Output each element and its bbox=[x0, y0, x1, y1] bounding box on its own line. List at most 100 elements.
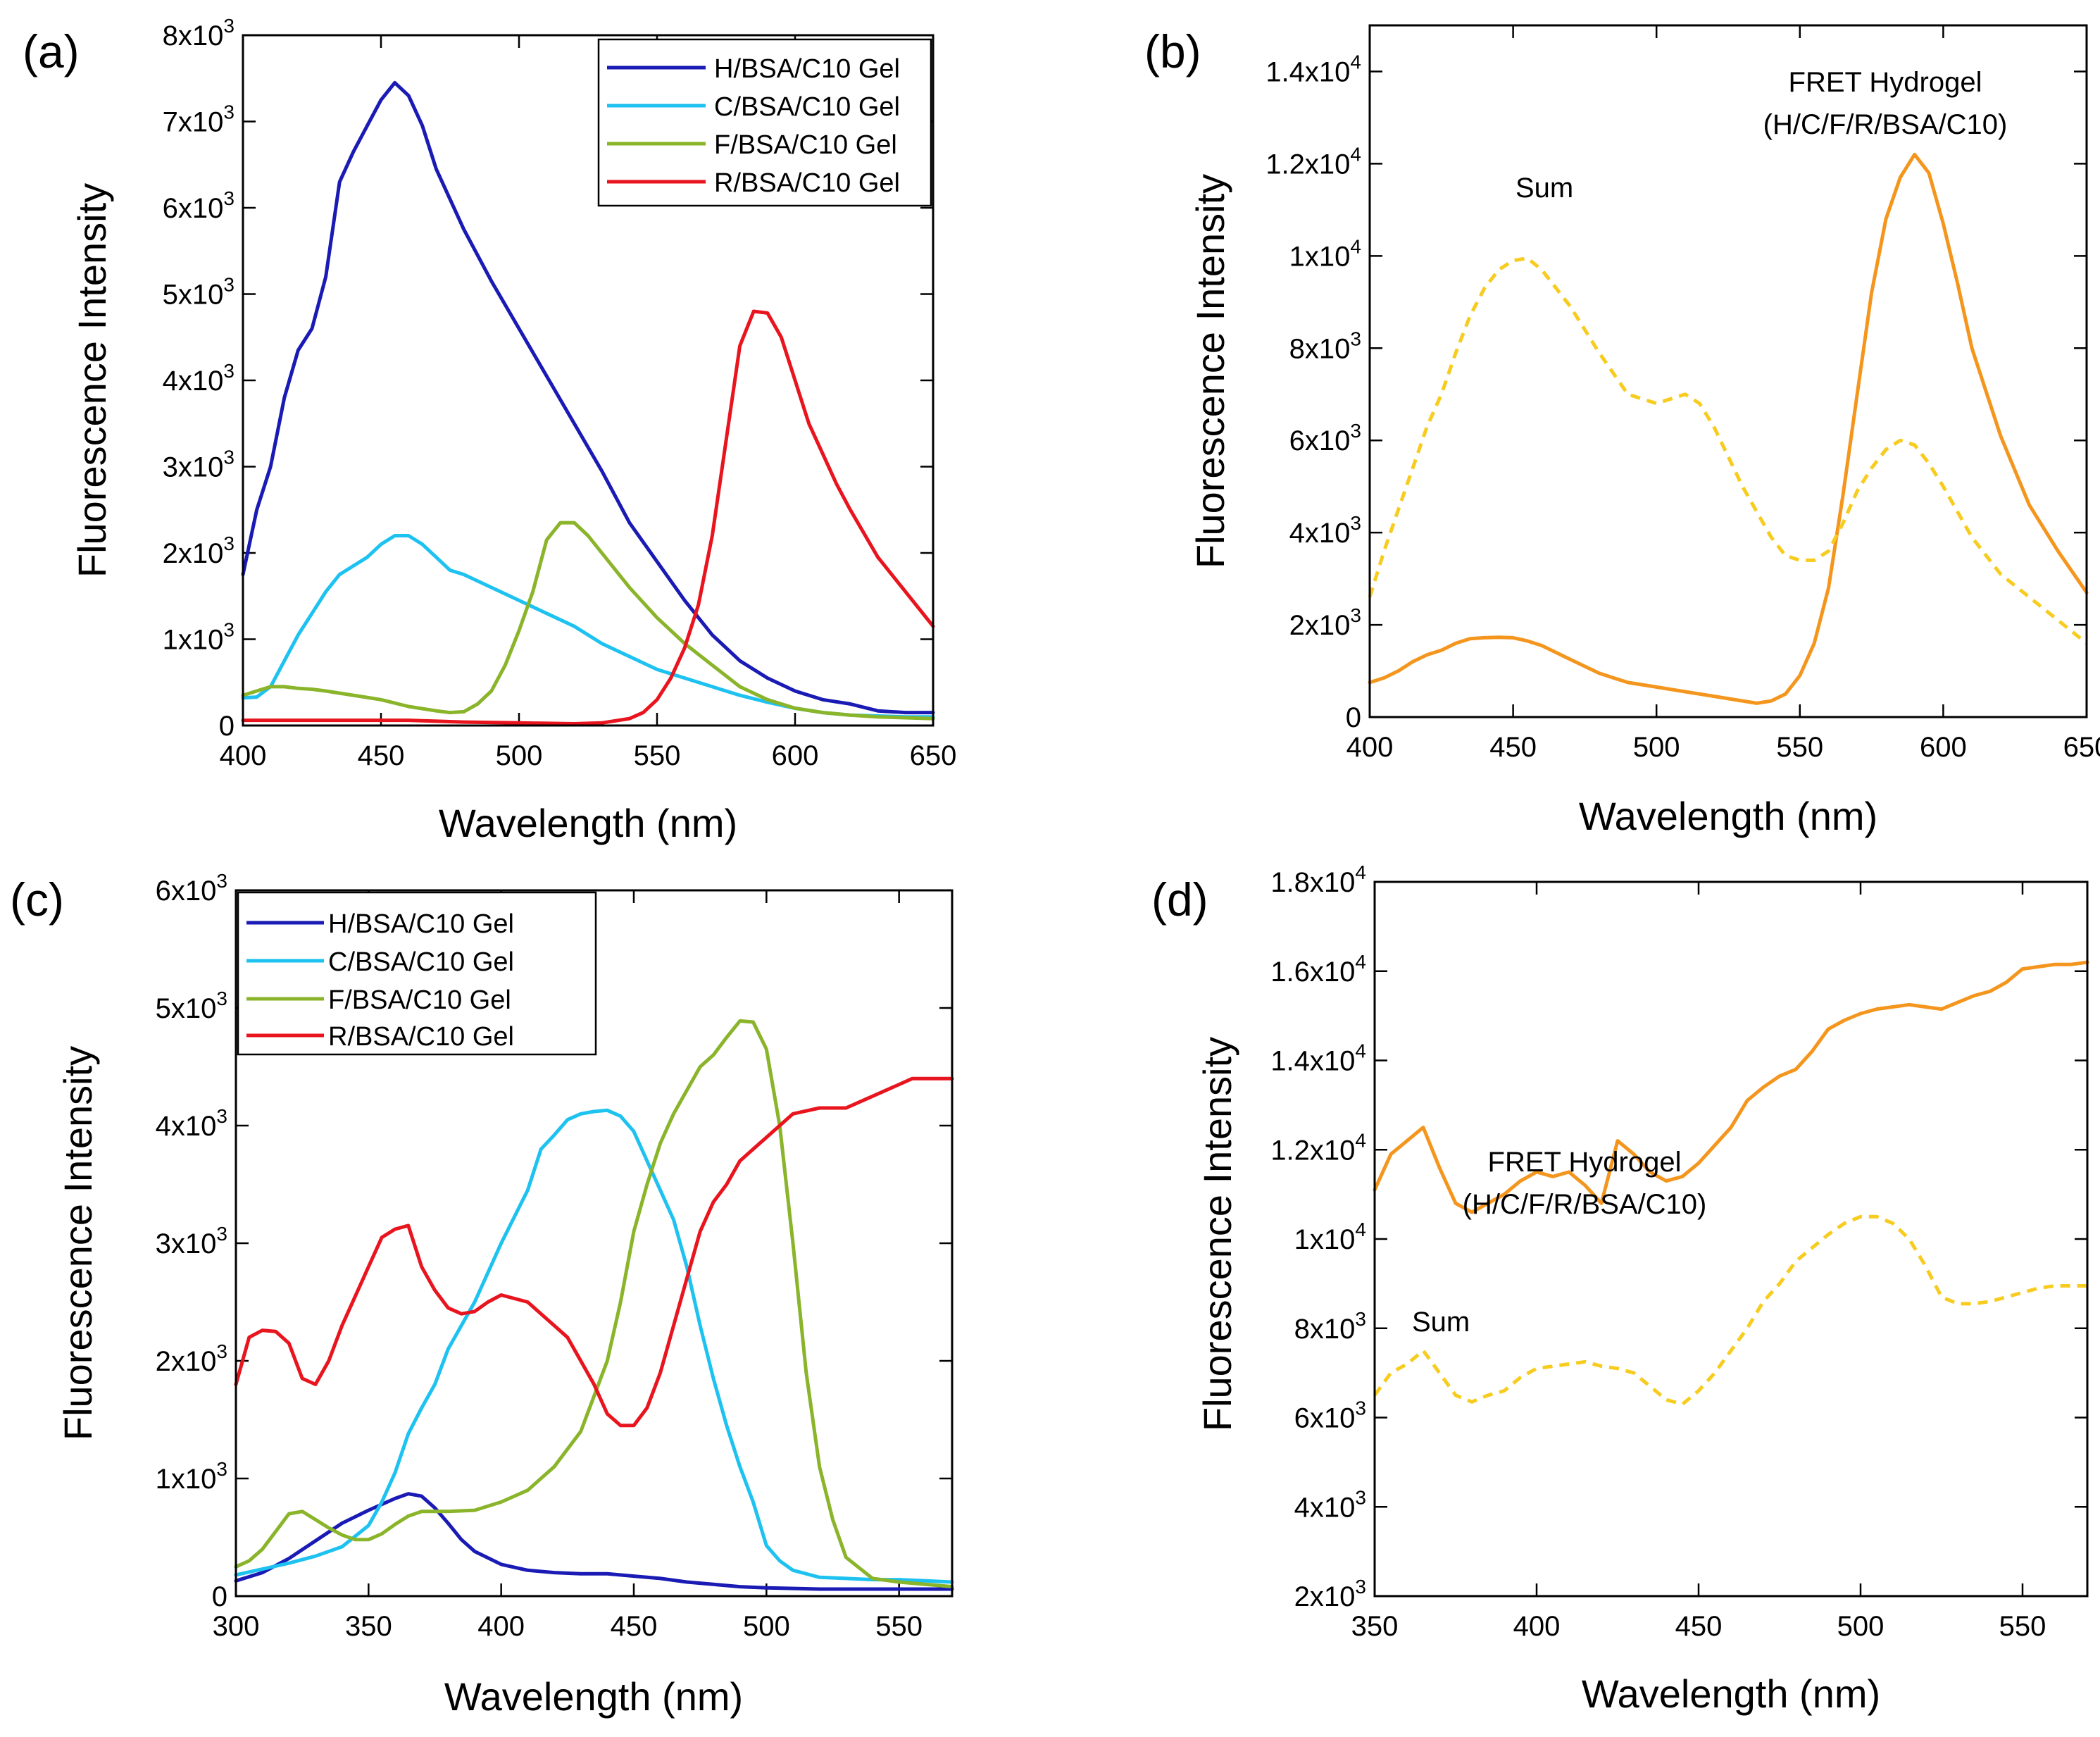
panel-d-ticks: 350 400 450 500 550 2x103 4x103 6x103 8x103 1x104… bbox=[1270, 861, 2087, 1642]
panel-c-label: (c) bbox=[10, 873, 64, 926]
panel-c-series-line-3 bbox=[234, 1076, 954, 1428]
panel-d-y-tick-label: 6x103 bbox=[1294, 1397, 1366, 1434]
panel-b-x-tick-label: 650 bbox=[2063, 732, 2100, 763]
panel-c-y-axis-label: Fluorescence Intensity bbox=[56, 1046, 100, 1440]
panel-d-frame bbox=[1373, 880, 2089, 1598]
panel-b-x-tick-label: 400 bbox=[1346, 732, 1394, 763]
panel-b-ticks: 400 450 500 550 600 650 0 2x103 4x103 6x103 8x103 1… bbox=[1265, 25, 2100, 763]
panel-b-x-tick-label: 500 bbox=[1633, 732, 1680, 763]
panel-b-x-axis-label: Wavelength (nm) bbox=[1579, 794, 1877, 838]
panel-b-annotation-sum: Sum bbox=[1515, 173, 1573, 204]
panel-c-x-tick-label: 300 bbox=[213, 1611, 260, 1642]
panel-b-y-axis-label: Fluorescence Intensity bbox=[1188, 174, 1232, 568]
panel-d-y-tick-label: 1.4x104 bbox=[1270, 1040, 1366, 1077]
panel-d: (d) 350 400 450 500 550 2x103 4x103 6x103 8x103 1… bbox=[1151, 861, 2089, 1716]
panel-d-label: (d) bbox=[1151, 873, 1208, 926]
panel-d-y-tick-label: 2x103 bbox=[1294, 1576, 1366, 1612]
panel-d-y-tick-label: 8x103 bbox=[1294, 1308, 1366, 1345]
panel-c-legend-label-h: H/BSA/C10 Gel bbox=[328, 909, 514, 939]
panel-c-y-tick-label: 0 bbox=[212, 1581, 227, 1612]
panel-a-series-line-3 bbox=[241, 309, 935, 726]
panel-c-legend-box bbox=[237, 891, 597, 1056]
panel-c-x-tick-label: 450 bbox=[611, 1611, 658, 1642]
panel-d-x-tick-label: 500 bbox=[1837, 1611, 1885, 1642]
panel-b-series-line-0 bbox=[1368, 152, 2089, 705]
panel-c: (c) 300 350 400 450 500 550 0 1x103 2x103 3x103 4x… bbox=[10, 870, 954, 1719]
panel-a-x-tick-label: 400 bbox=[220, 740, 267, 771]
panel-c-series-line-2 bbox=[234, 1019, 954, 1589]
panel-a-y-tick-label: 2x103 bbox=[163, 533, 235, 569]
panel-c-y-tick-label: 5x103 bbox=[156, 988, 227, 1024]
panel-c-y-tick-label: 3x103 bbox=[156, 1223, 227, 1259]
panel-b-y-tick-label: 1x104 bbox=[1289, 235, 1361, 272]
panel-a-x-tick-label: 550 bbox=[634, 740, 681, 771]
panel-b-x-tick-label: 550 bbox=[1776, 732, 1823, 763]
panel-a-y-tick-label: 4x103 bbox=[163, 360, 235, 397]
panel-c-y-tick-label: 4x103 bbox=[156, 1105, 227, 1142]
panel-d-series-line-1 bbox=[1373, 1214, 2087, 1406]
panel-a-y-tick-label: 6x103 bbox=[163, 187, 235, 224]
panel-c-series-line-0 bbox=[234, 1492, 954, 1591]
panel-d-annotation-fret: FRET Hydrogel bbox=[1488, 1147, 1682, 1178]
panel-c-series bbox=[234, 1019, 954, 1591]
panel-a-x-tick-label: 650 bbox=[910, 740, 957, 771]
panel-a-legend-label-c: C/BSA/C10 Gel bbox=[714, 92, 900, 122]
panel-d-x-tick-label: 550 bbox=[1999, 1611, 2046, 1642]
panel-b-frame bbox=[1368, 24, 2088, 718]
panel-a-series-line-1 bbox=[241, 534, 935, 719]
panel-c-legend-label-r: R/BSA/C10 Gel bbox=[328, 1022, 514, 1052]
panel-a-series-line-0 bbox=[241, 80, 935, 715]
panel-b-y-tick-label: 6x103 bbox=[1289, 420, 1361, 456]
panel-a-y-tick-label: 0 bbox=[219, 711, 235, 742]
panel-b-y-tick-label: 0 bbox=[1346, 702, 1361, 733]
panel-c-frame bbox=[235, 889, 954, 1598]
panel-a-series-line-2 bbox=[241, 521, 935, 721]
panel-d-y-tick-label: 1.6x104 bbox=[1270, 951, 1366, 988]
panel-d-y-axis-label: Fluorescence Intensity bbox=[1195, 1037, 1239, 1431]
panel-a-legend-label-h: H/BSA/C10 Gel bbox=[714, 54, 900, 84]
panel-a-x-tick-label: 500 bbox=[496, 740, 543, 771]
panel-a-y-tick-label: 1x103 bbox=[163, 619, 235, 656]
panel-c-x-tick-label: 500 bbox=[743, 1611, 790, 1642]
panel-d-x-axis-label: Wavelength (nm) bbox=[1582, 1671, 1880, 1716]
panel-b-y-tick-label: 4x103 bbox=[1289, 512, 1361, 549]
panel-a-ticks: 400 450 500 550 600 650 0 1x103 2x103 3x103 4x103 5… bbox=[163, 15, 957, 771]
panel-b: (b) 400 450 500 550 600 650 0 2x103 4x103 6x103 8x… bbox=[1144, 24, 2100, 838]
panel-d-x-tick-label: 350 bbox=[1351, 1611, 1399, 1642]
panel-c-ticks: 300 350 400 450 500 550 0 1x103 2x103 3x103 4x103 5… bbox=[156, 870, 952, 1642]
panel-d-y-tick-label: 1x104 bbox=[1294, 1219, 1366, 1255]
panel-c-y-tick-label: 6x103 bbox=[156, 870, 227, 907]
panel-a-series bbox=[241, 80, 935, 726]
panel-b-x-tick-label: 450 bbox=[1489, 732, 1537, 763]
panel-b-y-tick-label: 1.2x104 bbox=[1265, 143, 1361, 180]
panel-a: (a) 400 450 500 550 600 650 0 1x103 2x103 3x103 4x… bbox=[23, 15, 956, 845]
panel-a-y-tick-label: 3x103 bbox=[163, 447, 235, 483]
panel-a-frame bbox=[242, 34, 935, 727]
panel-a-y-axis-label: Fluorescence Intensity bbox=[70, 183, 114, 578]
panel-b-y-tick-label: 2x103 bbox=[1289, 604, 1361, 641]
panel-a-y-tick-label: 7x103 bbox=[163, 101, 235, 138]
panel-c-series-line-1 bbox=[234, 1108, 954, 1584]
panel-c-legend-label-f: F/BSA/C10 Gel bbox=[328, 985, 511, 1015]
panel-c-x-tick-label: 550 bbox=[875, 1611, 923, 1642]
panel-b-label: (b) bbox=[1144, 25, 1201, 77]
panel-c-x-tick-label: 400 bbox=[477, 1611, 525, 1642]
panel-a-x-tick-label: 450 bbox=[358, 740, 405, 771]
panel-d-series bbox=[1373, 960, 2089, 1406]
panel-c-x-tick-label: 350 bbox=[345, 1611, 392, 1642]
panel-d-y-tick-label: 1.8x104 bbox=[1270, 861, 1366, 898]
panel-c-y-tick-label: 1x103 bbox=[156, 1458, 227, 1495]
panel-d-annotation-composition: (H/C/F/R/BSA/C10) bbox=[1463, 1189, 1707, 1220]
panel-d-x-tick-label: 400 bbox=[1513, 1611, 1561, 1642]
panel-a-y-tick-label: 5x103 bbox=[163, 274, 235, 311]
panel-b-y-tick-label: 8x103 bbox=[1289, 328, 1361, 364]
panel-a-y-tick-label: 8x103 bbox=[163, 15, 235, 51]
panel-b-y-tick-label: 1.4x104 bbox=[1265, 51, 1361, 87]
panel-c-legend: H/BSA/C10 Gel C/BSA/C10 Gel F/BSA/C10 Ge… bbox=[237, 891, 597, 1056]
panel-b-series bbox=[1368, 152, 2089, 705]
panel-c-legend-label-c: C/BSA/C10 Gel bbox=[328, 947, 514, 977]
panel-b-annotation-composition: (H/C/F/R/BSA/C10) bbox=[1763, 109, 2008, 140]
panel-a-x-tick-label: 600 bbox=[772, 740, 819, 771]
panel-b-x-tick-label: 600 bbox=[1920, 732, 1967, 763]
